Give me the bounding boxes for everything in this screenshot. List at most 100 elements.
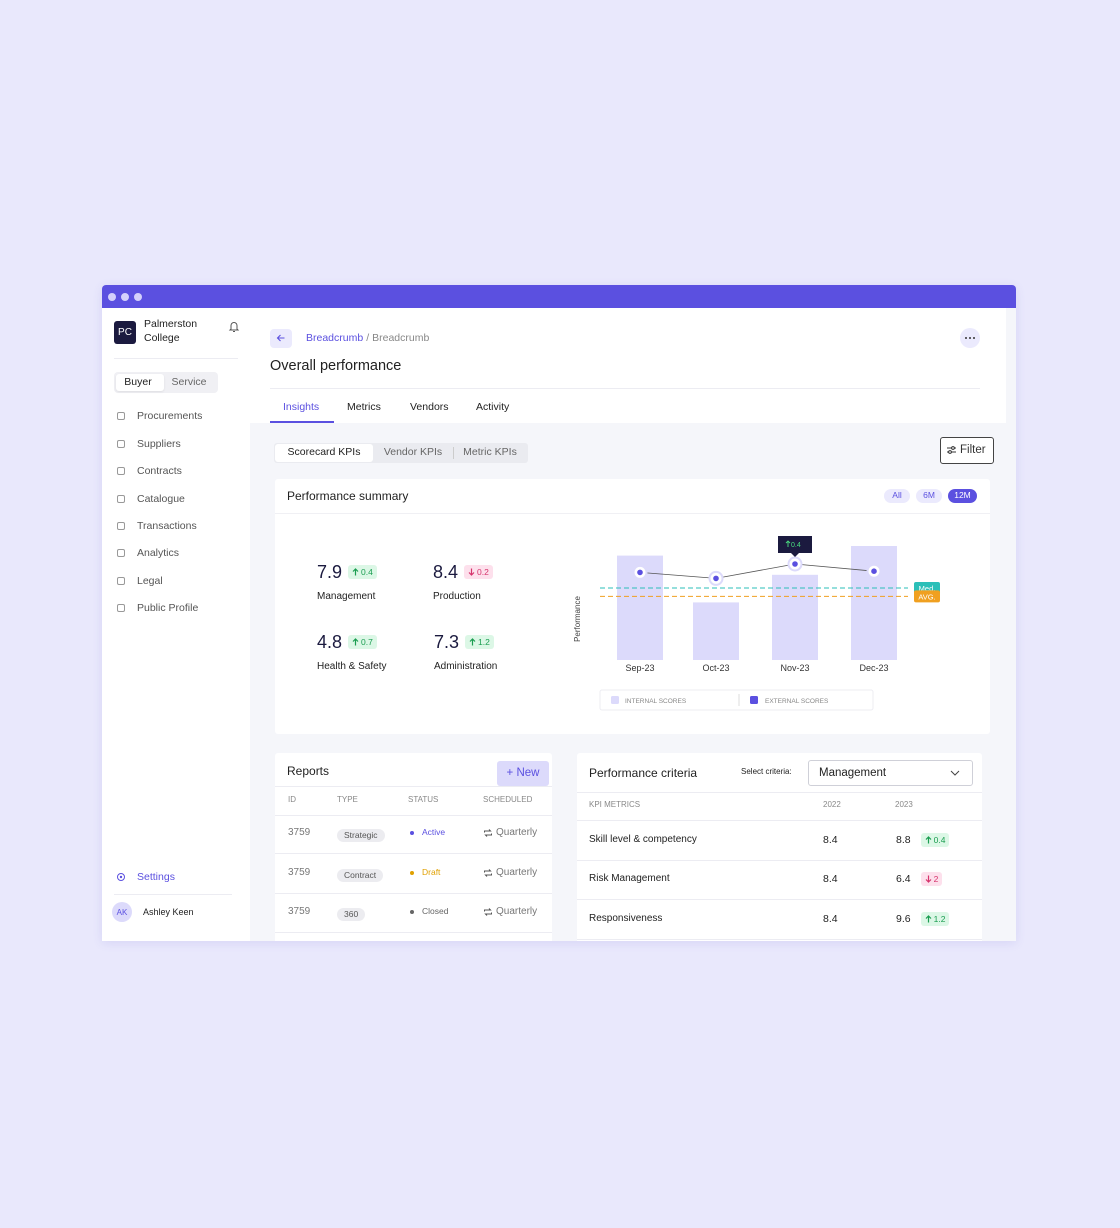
trend-arrow [925, 915, 932, 923]
logo: PC [114, 321, 136, 344]
status: Active [422, 827, 446, 838]
nav-item[interactable]: Analytics [137, 546, 180, 559]
bell-icon [228, 322, 240, 332]
column-header: SCHEDULED [483, 795, 533, 805]
nav-icon [117, 549, 125, 557]
nav-icon [117, 440, 125, 448]
trend-arrow [468, 568, 475, 576]
nav-icon [117, 467, 125, 475]
divider [275, 853, 552, 854]
filter-icon [947, 446, 956, 454]
kpi-label: Administration [434, 661, 498, 672]
kpi-label: Health & Safety [317, 661, 387, 672]
change-value: 0.2 [477, 567, 489, 577]
range-label[interactable]: 12M [954, 490, 971, 501]
kpi-value: 8.4 [433, 561, 459, 582]
column-header: KPI METRICS [589, 800, 641, 810]
breadcrumb-current: Breadcrumb [372, 332, 430, 344]
trend-badge: 1.2 [920, 912, 950, 926]
score-2022: 8.4 [823, 912, 838, 925]
change-value: 2 [933, 874, 939, 884]
select[interactable] [808, 760, 973, 786]
segment[interactable]: Vendor KPIs [383, 446, 443, 459]
summary-card [275, 479, 990, 734]
divider [275, 932, 552, 933]
report-id: 3759 [288, 867, 311, 878]
column-header: ID [288, 795, 296, 805]
trend-arrow [925, 875, 932, 883]
divider [114, 894, 232, 895]
chevron-icon [950, 770, 960, 776]
report-id: 3759 [288, 827, 311, 838]
trend-badge: 0.4 [920, 833, 950, 847]
nav-item[interactable]: Procurements [137, 409, 203, 422]
kpi-value-row: 8.4 0.2 [433, 561, 543, 583]
column-header: TYPE [337, 795, 358, 805]
window-controls [108, 293, 142, 301]
tab[interactable]: Activity [476, 400, 510, 413]
kpi-value: 7.9 [317, 561, 343, 582]
nav-item[interactable]: Suppliers [137, 437, 181, 450]
nav-icon [117, 577, 125, 585]
column-header: 2022 [823, 800, 841, 810]
page-title: Overall performance [270, 357, 402, 374]
app-window: PC Palmerston College Buyer Service Procurem… [102, 285, 1016, 941]
title-bar [102, 285, 1016, 308]
segment[interactable]: Metric KPIs [463, 446, 517, 459]
nav-item[interactable]: Catalogue [137, 492, 185, 505]
range-pill[interactable] [916, 489, 942, 503]
settings-link[interactable]: Settings [137, 870, 175, 883]
score-2023: 6.4 [896, 873, 911, 885]
kpi-label: Management [317, 591, 376, 602]
metric-name: Responsiveness [589, 913, 663, 924]
range-pill[interactable] [948, 489, 977, 503]
kpi-value-row: 7.9 0.4 [317, 561, 427, 583]
toggle-option[interactable]: Buyer [124, 376, 152, 389]
segment[interactable]: Scorecard KPIs [287, 446, 361, 459]
filter-label[interactable]: Filter [960, 443, 986, 456]
segment-active[interactable] [275, 444, 373, 462]
repeat-icon [484, 908, 492, 916]
nav-item[interactable]: Public Profile [137, 601, 199, 614]
score-2023: 9.6 [896, 913, 911, 925]
nav-item[interactable]: Contracts [137, 464, 182, 477]
card-title: Performance summary [287, 488, 409, 503]
sidebar [102, 308, 250, 941]
repeat-icon [484, 829, 492, 837]
score-row: 9.6 1.2 [896, 911, 980, 927]
nav-item[interactable]: Legal [137, 574, 163, 587]
repeat-icon [484, 869, 492, 877]
trend-badge: 0.7 [348, 635, 377, 649]
metric-name: Skill level & competency [589, 834, 697, 845]
nav-icon [117, 412, 125, 420]
divider [577, 939, 982, 940]
tab[interactable]: Insights [283, 400, 320, 413]
metric-name: Risk Management [589, 873, 670, 884]
change-value: 1.2 [478, 637, 490, 647]
divider [275, 815, 552, 816]
status: Draft [422, 867, 441, 878]
range-pill[interactable] [884, 489, 910, 503]
trend-badge: 0.4 [348, 565, 377, 579]
user-name: Ashley Keen [143, 906, 194, 917]
status-dot [410, 831, 414, 835]
toggle-active[interactable] [116, 374, 164, 391]
tab-underline [270, 421, 334, 423]
nav-item[interactable]: Transactions [137, 519, 197, 532]
tab[interactable]: Metrics [347, 400, 381, 413]
card-title: Reports [287, 763, 330, 778]
tab[interactable]: Vendors [410, 400, 449, 413]
new-label[interactable]: + New [506, 767, 540, 780]
trend-badge: 1.2 [465, 635, 494, 649]
breadcrumb-link: Breadcrumb [306, 332, 364, 344]
range-label[interactable]: All [892, 490, 902, 501]
column-header: STATUS [408, 795, 439, 805]
new-button[interactable] [497, 761, 549, 786]
select-value[interactable]: Management [819, 766, 887, 779]
status-dot [410, 871, 414, 875]
toggle-option[interactable]: Service [171, 376, 207, 389]
settings-icon [117, 873, 125, 881]
trend-arrow [925, 836, 932, 844]
trend-badge: 2 [920, 872, 943, 886]
range-label[interactable]: 6M [923, 490, 935, 501]
